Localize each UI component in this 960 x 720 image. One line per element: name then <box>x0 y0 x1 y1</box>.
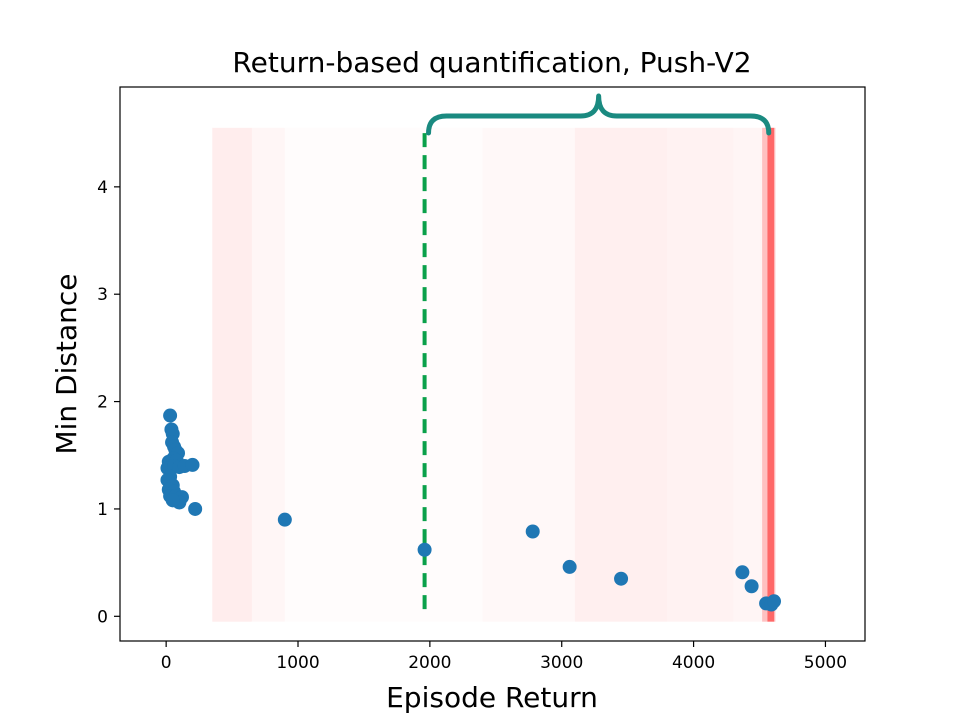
x-axis-label: Episode Return <box>386 681 598 714</box>
data-point <box>562 559 577 574</box>
data-point <box>417 542 432 557</box>
density-band-segment <box>430 128 483 622</box>
density-band-segment <box>212 127 252 622</box>
data-point <box>165 493 180 508</box>
data-point <box>767 594 782 609</box>
data-point <box>614 571 629 586</box>
x-tick-label: 2000 <box>408 653 451 673</box>
y-tick-label: 1 <box>97 500 108 520</box>
density-band-segment <box>667 127 734 622</box>
density-band-segment <box>251 127 285 622</box>
y-tick-label: 4 <box>97 178 108 198</box>
density-band-segment <box>285 128 351 622</box>
density-band <box>212 127 776 622</box>
scatter-points <box>160 408 782 612</box>
density-band-segment <box>767 127 775 622</box>
density-band-segment <box>762 127 768 622</box>
data-point <box>744 579 759 594</box>
data-point <box>735 565 750 580</box>
brace <box>426 93 772 136</box>
x-tick-label: 3000 <box>540 653 583 673</box>
y-axis-label: Min Distance <box>50 273 83 454</box>
density-band-segment <box>574 127 668 622</box>
x-tick-label: 5000 <box>804 653 847 673</box>
density-band-segment <box>482 127 575 622</box>
data-point <box>188 501 203 516</box>
data-point <box>525 524 540 539</box>
x-tick-label: 0 <box>161 653 172 673</box>
plot-frame <box>119 86 866 642</box>
data-point <box>185 457 200 472</box>
density-band-segment <box>774 127 776 622</box>
y-tick-label: 0 <box>97 607 108 627</box>
y-tick-label: 3 <box>97 285 108 305</box>
y-tick-label: 2 <box>97 393 108 413</box>
data-point <box>163 408 178 423</box>
density-band-segment <box>733 127 763 622</box>
x-tick-label: 4000 <box>672 653 715 673</box>
chart-title: Return-based quantification, Push-V2 <box>232 46 751 79</box>
x-tick-label: 1000 <box>276 653 319 673</box>
axis-ticks: 0 1000 2000 3000 4000 5000 0 1 2 3 4 <box>97 178 847 673</box>
data-point <box>277 512 292 527</box>
